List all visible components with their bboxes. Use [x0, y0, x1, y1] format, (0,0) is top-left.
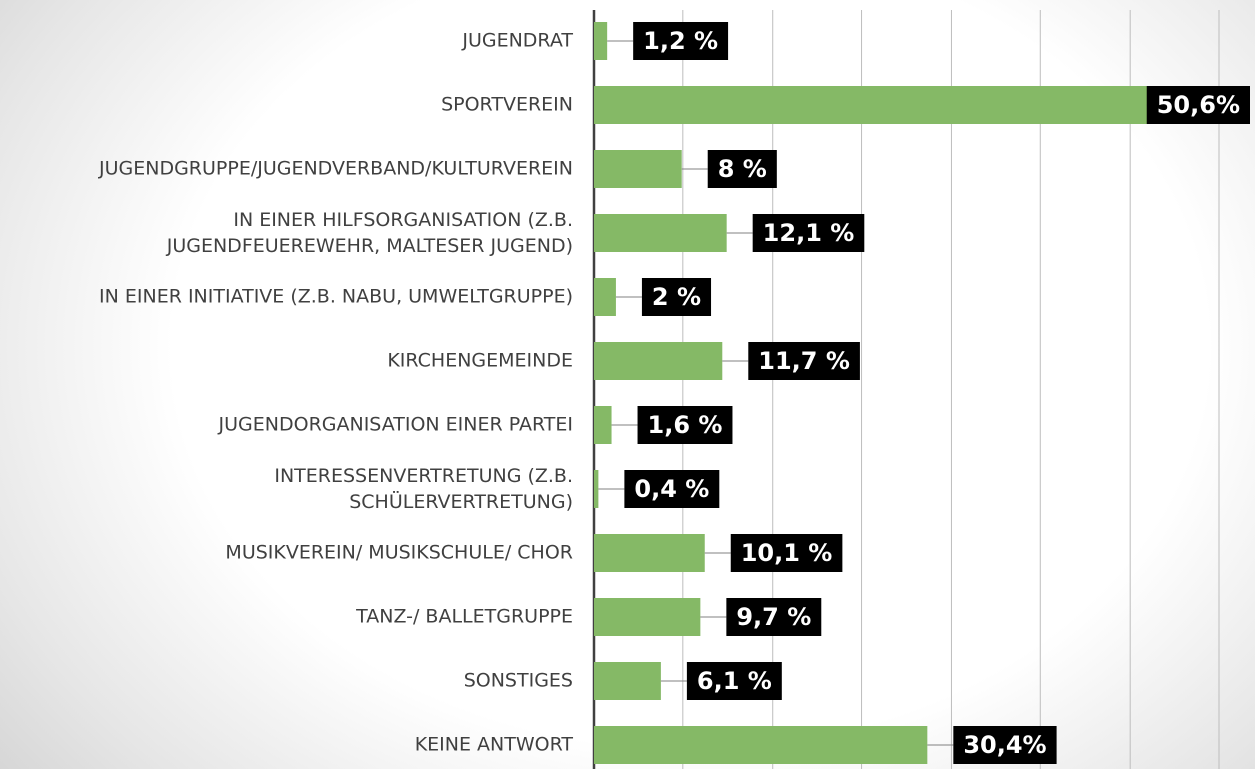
category-label: JUGENDGRUPPE/JUGENDVERBAND/KULTURVEREIN: [98, 158, 573, 180]
category-label: SONSTIGES: [464, 670, 573, 692]
bar: [594, 86, 1149, 124]
value-label: 30,4%: [963, 731, 1046, 759]
value-label-box: [1146, 86, 1250, 124]
value-label-box: [748, 342, 860, 380]
bar: [594, 342, 723, 380]
value-label-box: [752, 214, 865, 252]
value-label: 8 %: [718, 155, 767, 183]
category-label: MUSIKVEREIN/ MUSIKSCHULE/ CHOR: [225, 542, 573, 564]
value-label: 0,4 %: [634, 475, 709, 503]
value-label: 6,1 %: [697, 667, 772, 695]
value-label-box: [637, 406, 733, 444]
value-label: 1,2 %: [643, 27, 718, 55]
bar: [594, 598, 701, 636]
value-label: 9,7 %: [736, 603, 811, 631]
value-label: 11,7 %: [758, 347, 850, 375]
value-label-box: [953, 726, 1057, 764]
value-label-box: [633, 22, 729, 60]
value-label-box: [686, 662, 782, 700]
value-label-box: [730, 534, 843, 572]
value-label: 10,1 %: [741, 539, 833, 567]
category-label: INTERESSENVERTRETUNG (Z.B. SCHÜLERVERTRET…: [274, 465, 573, 513]
value-label: 12,1 %: [763, 219, 855, 247]
value-label-box: [624, 470, 720, 508]
value-label: 1,6 %: [648, 411, 723, 439]
value-label-box: [726, 598, 822, 636]
value-label: 50,6%: [1157, 91, 1240, 119]
category-label: TANZ-/ BALLETGRUPPE: [355, 606, 573, 628]
category-label: IN EINER HILFSORGANISATION (Z.B. JUGENDFE…: [166, 209, 573, 257]
bar: [594, 150, 682, 188]
bar: [594, 726, 928, 764]
category-label: KIRCHENGEMEINDE: [387, 350, 573, 372]
bar: [594, 470, 599, 508]
value-label-box: [641, 278, 712, 316]
bar: [594, 22, 608, 60]
bar: [594, 534, 705, 572]
value-label-box: [707, 150, 777, 188]
category-label: JUGENDORGANISATION EINER PARTEI: [218, 414, 573, 436]
category-label: SPORTVEREIN: [441, 94, 573, 116]
bar: [594, 278, 616, 316]
category-label: KEINE ANTWORT: [415, 734, 574, 756]
bar: [594, 214, 727, 252]
value-label: 2 %: [652, 283, 701, 311]
category-label: IN EINER INITIATIVE (Z.B. NABU, UMWELTGR…: [99, 286, 573, 308]
bar: [594, 662, 661, 700]
category-label: JUGENDRAT: [461, 30, 573, 52]
bar: [594, 406, 612, 444]
